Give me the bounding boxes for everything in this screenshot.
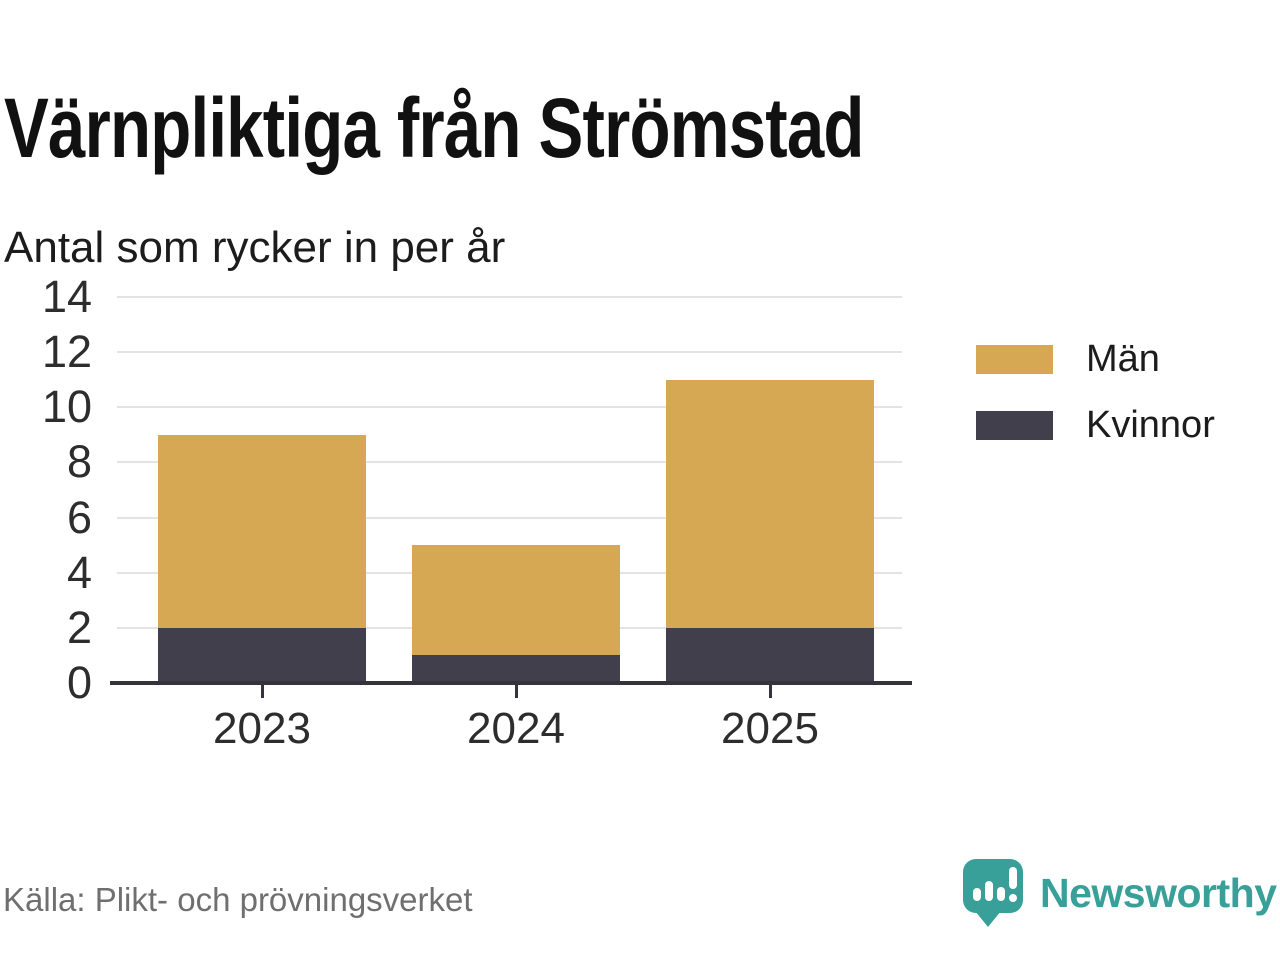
legend-item-kvinnor: Kvinnor (976, 406, 1215, 444)
y-axis-tick-label: 14 (41, 271, 92, 322)
legend-swatch (976, 344, 1053, 374)
y-axis-tick-label: 8 (66, 436, 92, 488)
newsworthy-logo: Newsworthy (963, 859, 1280, 929)
icon-bar-tall (985, 881, 993, 901)
newsworthy-wordmark: Newsworthy (1040, 870, 1277, 916)
y-axis-tick-label: 12 (41, 326, 92, 378)
chart-title: Värnpliktiga från Strömstad (4, 81, 864, 176)
bar-segment-kvinnor-2023 (158, 627, 366, 683)
gridline-6 (117, 516, 902, 519)
x-axis-tick (260, 683, 264, 698)
x-axis-tick (514, 683, 518, 698)
legend: Män Kvinnor (976, 340, 1215, 472)
bar-segment-män-2023 (158, 434, 366, 628)
y-axis-tick-label: 2 (66, 601, 92, 653)
icon-exclamation-dot (1009, 894, 1017, 902)
legend-item-män: Män (976, 340, 1215, 378)
icon-bubble-tail (975, 911, 1001, 927)
x-axis-tick-label: 2023 (213, 704, 311, 753)
icon-exclamation-bar (1009, 867, 1017, 889)
gridline-12 (117, 351, 902, 354)
y-axis-tick-label: 10 (41, 381, 92, 433)
x-axis-tick (768, 683, 772, 698)
bar-segment-män-2024 (412, 545, 620, 656)
bar-segment-män-2025 (666, 379, 874, 628)
gridline-10 (117, 406, 902, 409)
chart-subtitle: Antal som rycker in per år (4, 222, 506, 272)
newsworthy-chart-bubble-icon (963, 859, 1023, 927)
legend-swatch (976, 410, 1053, 440)
legend-label: Kvinnor (1086, 404, 1215, 446)
x-axis-tick-label: 2024 (467, 704, 565, 753)
bar-segment-kvinnor-2024 (412, 655, 620, 683)
y-axis-tick-label: 6 (66, 491, 92, 543)
x-axis-line (110, 681, 912, 685)
bar-segment-kvinnor-2025 (666, 627, 874, 683)
gridline-8 (117, 461, 902, 464)
legend-label: Män (1086, 338, 1160, 380)
icon-bar-medium (997, 887, 1005, 901)
x-axis-tick-label: 2025 (721, 704, 819, 753)
y-axis-tick-label: 4 (66, 546, 92, 598)
gridline-14 (117, 296, 902, 298)
y-axis-tick-label: 0 (66, 657, 92, 708)
icon-bar-small (973, 888, 981, 901)
source-caption: Källa: Plikt- och prövningsverket (3, 881, 473, 918)
